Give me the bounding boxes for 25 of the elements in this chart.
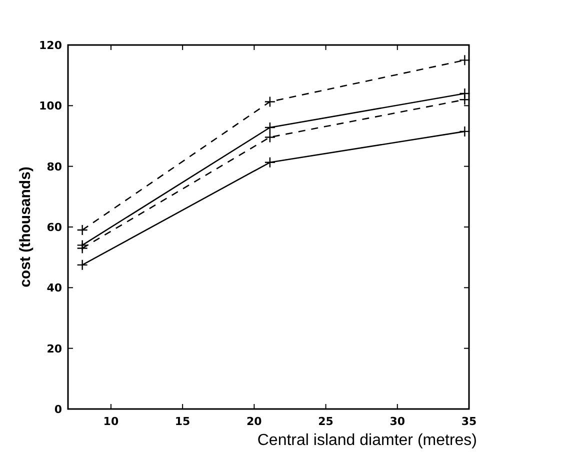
x-tick-label: 30 [390, 415, 406, 428]
point [76, 224, 88, 236]
x-tick-label: 25 [318, 415, 334, 428]
x-tick-label: 15 [174, 415, 190, 428]
point [264, 132, 276, 143]
point [264, 156, 276, 168]
point [264, 122, 276, 134]
point [459, 54, 470, 66]
x-axis-title: Central island diamter (metres) [257, 432, 477, 449]
y-tick-label: 40 [46, 282, 62, 295]
point [459, 126, 470, 138]
y-tick-label: 120 [39, 39, 62, 52]
y-tick-label: 60 [46, 221, 62, 234]
y-tick-label: 80 [46, 160, 62, 174]
x-tick-label: 20 [246, 415, 262, 428]
y-tick-label: 100 [39, 100, 62, 113]
point [76, 242, 88, 254]
y-tick-label: 20 [46, 342, 62, 356]
point [459, 94, 470, 106]
x-tick-label: 10 [103, 415, 119, 428]
point [264, 96, 276, 108]
point [76, 259, 88, 271]
y-axis-title: cost (thousands) [17, 166, 34, 288]
y-tick-label: 0 [54, 403, 62, 416]
x-tick-label: 35 [461, 415, 477, 428]
